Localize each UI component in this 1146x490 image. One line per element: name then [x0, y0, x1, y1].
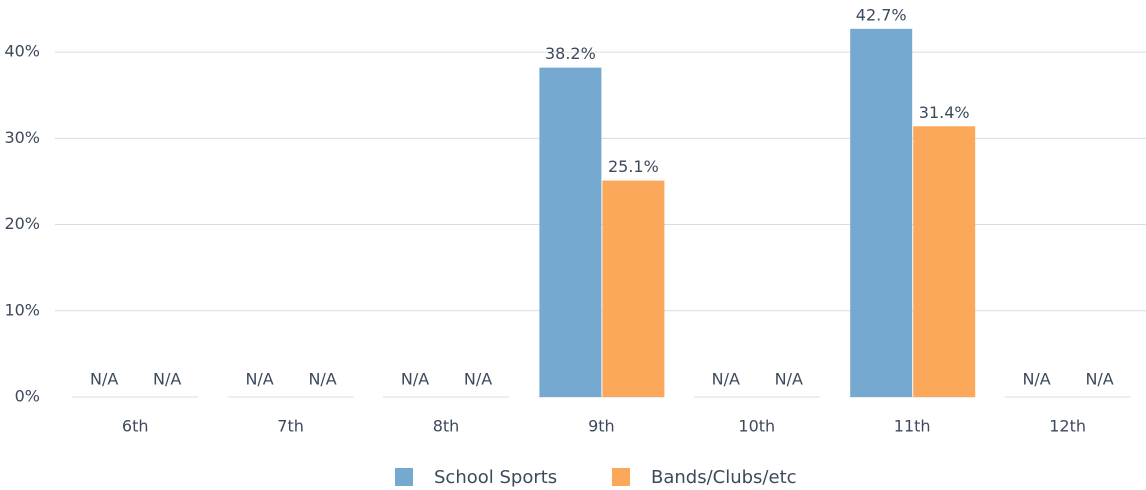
bar [850, 28, 913, 397]
data-label: N/A [401, 370, 429, 389]
y-tick-label: 20% [4, 214, 40, 233]
x-tick-label: 12th [1049, 417, 1086, 436]
y-tick-label: 0% [15, 387, 40, 406]
data-label: 42.7% [856, 5, 907, 24]
data-label: N/A [775, 370, 803, 389]
x-tick-label: 10th [738, 417, 775, 436]
data-label: 31.4% [919, 103, 970, 122]
x-tick-label: 7th [277, 417, 304, 436]
x-tick-label: 9th [588, 417, 615, 436]
bar [602, 180, 665, 397]
bar [539, 67, 602, 398]
x-tick-label: 6th [122, 417, 149, 436]
legend-swatch[interactable] [395, 468, 413, 486]
data-label: N/A [464, 370, 492, 389]
data-label: 38.2% [545, 44, 596, 63]
data-label: N/A [90, 370, 118, 389]
legend-label[interactable]: School Sports [434, 467, 557, 488]
y-tick-label: 10% [4, 300, 40, 319]
data-label: N/A [153, 370, 181, 389]
data-label: N/A [1085, 370, 1113, 389]
bar [913, 126, 976, 398]
legend-swatch[interactable] [612, 468, 630, 486]
x-tick-label: 11th [894, 417, 931, 436]
y-tick-label: 30% [4, 128, 40, 147]
x-tick-label: 8th [433, 417, 460, 436]
data-label: N/A [1022, 370, 1050, 389]
data-label: N/A [245, 370, 273, 389]
data-label: N/A [308, 370, 336, 389]
y-tick-label: 40% [4, 42, 40, 61]
data-label: N/A [712, 370, 740, 389]
data-label: 25.1% [608, 157, 659, 176]
legend-label[interactable]: Bands/Clubs/etc [651, 467, 797, 488]
